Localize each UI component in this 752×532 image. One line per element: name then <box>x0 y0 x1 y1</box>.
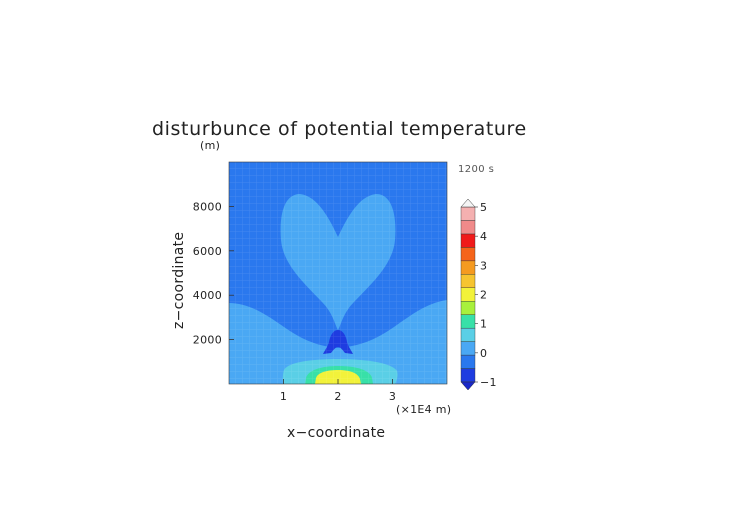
colorbar-label: 2 <box>480 289 487 302</box>
colorbar-segment <box>460 341 476 356</box>
colorbar-label: −1 <box>480 376 497 389</box>
colorbar-segment <box>460 368 476 383</box>
x-tick-label: 2 <box>334 390 341 403</box>
colorbar-segment <box>460 274 476 288</box>
y-unit-label: (m) <box>200 139 220 152</box>
y-tick-label: 4000 <box>193 289 222 302</box>
colorbar-segment <box>460 260 476 275</box>
colorbar-segment <box>460 287 476 302</box>
colorbar: −1 0 1 2 3 4 5 <box>460 198 497 391</box>
colorbar-label: 4 <box>480 230 487 243</box>
colorbar-segment <box>460 220 476 235</box>
colorbar-segment <box>460 247 476 262</box>
colorbar-segment <box>460 233 476 248</box>
colorbar-segment <box>460 301 476 315</box>
x-unit-label: (×1E4 m) <box>396 403 451 416</box>
chart-title: disturbunce of potential temperature <box>152 118 527 140</box>
colorbar-segment <box>460 354 476 369</box>
colorbar-upper-arrow <box>460 198 476 208</box>
colorbar-segment <box>460 327 476 342</box>
colorbar-label: 5 <box>480 201 487 214</box>
y-tick-label: 8000 <box>193 200 222 213</box>
y-tick-label: 6000 <box>193 245 222 258</box>
y-axis: 2000 4000 6000 8000 <box>193 200 234 347</box>
y-axis-label: z−coordinate <box>171 232 187 329</box>
plot-area <box>229 162 447 384</box>
x-tick-label: 3 <box>389 390 396 403</box>
colorbar-label: 0 <box>480 347 487 360</box>
x-tick-label: 1 <box>280 390 287 403</box>
x-axis: 1 2 3 <box>280 379 396 403</box>
colorbar-label: 1 <box>480 318 487 331</box>
x-axis-label: x−coordinate <box>287 425 385 441</box>
grid-hatch <box>229 162 447 384</box>
colorbar-segment <box>460 206 476 221</box>
colorbar-lower-arrow <box>460 381 476 391</box>
time-label: 1200 s <box>458 164 494 175</box>
colorbar-label: 3 <box>480 259 487 272</box>
y-tick-label: 2000 <box>193 334 222 347</box>
colorbar-segment <box>460 314 476 329</box>
